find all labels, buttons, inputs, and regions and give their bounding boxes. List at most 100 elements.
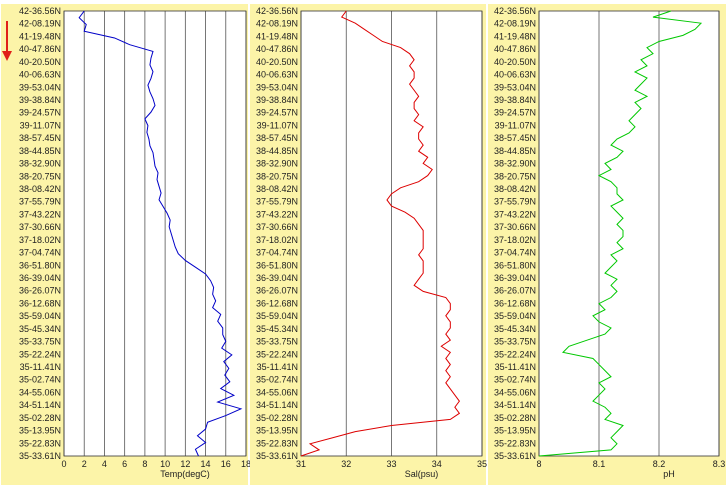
x-tick-label: 4 — [102, 459, 107, 469]
y-tick-label: 42-08.19N — [19, 19, 61, 29]
y-tick-label: 35-02.74N — [256, 375, 298, 385]
x-tick-label: 12 — [180, 459, 190, 469]
x-tick-label: 35 — [477, 459, 487, 469]
plot-area — [64, 11, 246, 456]
y-tick-label: 35-02.28N — [256, 413, 298, 423]
y-tick-label: 35-33.61N — [494, 451, 536, 461]
y-tick-label: 36-39.04N — [494, 273, 536, 283]
x-tick-label: 8.1 — [593, 459, 606, 469]
y-tick-label: 36-26.07N — [256, 286, 298, 296]
plot-area — [539, 11, 719, 456]
y-tick-label: 35-45.34N — [19, 324, 61, 334]
y-tick-label: 38-57.45N — [256, 133, 298, 143]
chart-panel-1: 0 2 4 6 8 10 12 14 16 18 42-36.56N 42-08.19N 41-19.4… — [1, 4, 251, 485]
x-tick-label: 2 — [82, 459, 87, 469]
y-tick-label: 38-08.42N — [19, 184, 61, 194]
y-tick-label: 38-44.85N — [19, 146, 61, 156]
y-tick-label: 34-55.06N — [494, 387, 536, 397]
y-tick-label: 40-47.86N — [494, 44, 536, 54]
y-tick-label: 40-20.50N — [19, 57, 61, 67]
x-tick-label: 10 — [160, 459, 170, 469]
x-tick-label: 31 — [296, 459, 306, 469]
y-tick-label: 35-22.24N — [19, 349, 61, 359]
y-tick-label: 38-44.85N — [256, 146, 298, 156]
series-line-1 — [78, 10, 243, 457]
y-tick-label: 37-18.02N — [19, 235, 61, 245]
y-tick-label: 42-08.19N — [256, 19, 298, 29]
y-tick-label: 38-32.90N — [256, 159, 298, 169]
chart-panel-2: 31 32 33 34 35 42-36.56N 42-08.19N 41-19.48N 40-… — [250, 4, 487, 485]
y-tick-label: 34-51.14N — [256, 400, 298, 410]
y-tick-label: 38-20.75N — [494, 171, 536, 181]
red-down-arrow-icon — [2, 21, 12, 61]
y-tick-label: 35-33.75N — [256, 337, 298, 347]
y-tick-label: 37-18.02N — [256, 235, 298, 245]
y-tick-label: 35-13.95N — [19, 426, 61, 436]
y-tick-label: 37-43.22N — [494, 209, 536, 219]
y-tick-label: 41-19.48N — [494, 31, 536, 41]
y-tick-label: 35-11.41N — [495, 362, 536, 372]
y-tick-label: 35-13.95N — [494, 426, 536, 436]
y-tick-label: 39-24.57N — [494, 108, 536, 118]
y-tick-label: 39-11.07N — [20, 120, 61, 130]
series-line-1 — [538, 10, 703, 457]
y-tick-label: 39-38.84N — [19, 95, 61, 105]
y-tick-label: 38-44.85N — [494, 146, 536, 156]
y-tick-label: 39-38.84N — [494, 95, 536, 105]
y-tick-label: 35-11.41N — [20, 362, 61, 372]
y-tick-label: 35-33.61N — [19, 451, 61, 461]
x-axis-label: pH — [663, 469, 675, 479]
y-tick-label: 38-57.45N — [19, 133, 61, 143]
y-tick-label: 37-04.74N — [19, 248, 61, 258]
y-tick-label: 35-11.41N — [257, 362, 298, 372]
x-tick-label: 33 — [386, 459, 396, 469]
x-tick-label: 0 — [61, 459, 66, 469]
y-tick-label: 39-53.04N — [494, 82, 536, 92]
y-tick-label: 35-22.24N — [256, 349, 298, 359]
y-tick-label: 39-11.07N — [495, 120, 536, 130]
y-tick-label: 37-04.74N — [494, 248, 536, 258]
y-tick-label: 35-45.34N — [494, 324, 536, 334]
y-tick-label: 41-19.48N — [19, 31, 61, 41]
y-tick-label: 36-51.80N — [494, 260, 536, 270]
y-tick-label: 36-26.07N — [494, 286, 536, 296]
y-tick-label: 35-22.83N — [494, 438, 536, 448]
y-tick-label: 35-22.83N — [19, 438, 61, 448]
y-tick-label: 36-39.04N — [256, 273, 298, 283]
arrow-head — [2, 51, 12, 61]
y-tick-label: 40-47.86N — [19, 44, 61, 54]
y-tick-label: 36-39.04N — [19, 273, 61, 283]
y-tick-label: 35-33.75N — [494, 337, 536, 347]
y-tick-label: 39-38.84N — [256, 95, 298, 105]
plot-frame — [538, 10, 720, 457]
x-tick-label: 6 — [122, 459, 127, 469]
y-tick-label: 34-51.14N — [494, 400, 536, 410]
y-tick-label: 38-32.90N — [19, 159, 61, 169]
x-tick-label: 18 — [241, 459, 251, 469]
y-tick-label: 42-36.56N — [494, 6, 536, 16]
x-axis-label: Sal(psu) — [405, 469, 439, 479]
y-tick-label: 40-47.86N — [256, 44, 298, 54]
y-tick-label: 38-57.45N — [494, 133, 536, 143]
y-tick-label: 37-55.79N — [19, 197, 61, 207]
y-tick-label: 39-11.07N — [257, 120, 298, 130]
x-tick-label: 8.3 — [713, 459, 726, 469]
y-tick-label: 35-22.24N — [494, 349, 536, 359]
y-tick-label: 35-02.74N — [494, 375, 536, 385]
y-tick-label: 42-08.19N — [494, 19, 536, 29]
y-tick-label: 34-55.06N — [256, 387, 298, 397]
y-tick-label: 35-13.95N — [256, 426, 298, 436]
y-tick-label: 35-33.75N — [19, 337, 61, 347]
x-tick-label: 14 — [201, 459, 211, 469]
y-tick-label: 35-02.28N — [494, 413, 536, 423]
y-tick-label: 36-12.68N — [256, 298, 298, 308]
x-tick-label: 8 — [142, 459, 147, 469]
y-tick-label: 36-12.68N — [19, 298, 61, 308]
y-tick-label: 37-43.22N — [19, 209, 61, 219]
y-tick-label: 41-19.48N — [256, 31, 298, 41]
y-tick-label: 39-24.57N — [256, 108, 298, 118]
y-tick-label: 37-30.66N — [256, 222, 298, 232]
y-tick-label: 39-24.57N — [19, 108, 61, 118]
x-tick-label: 8 — [536, 459, 541, 469]
